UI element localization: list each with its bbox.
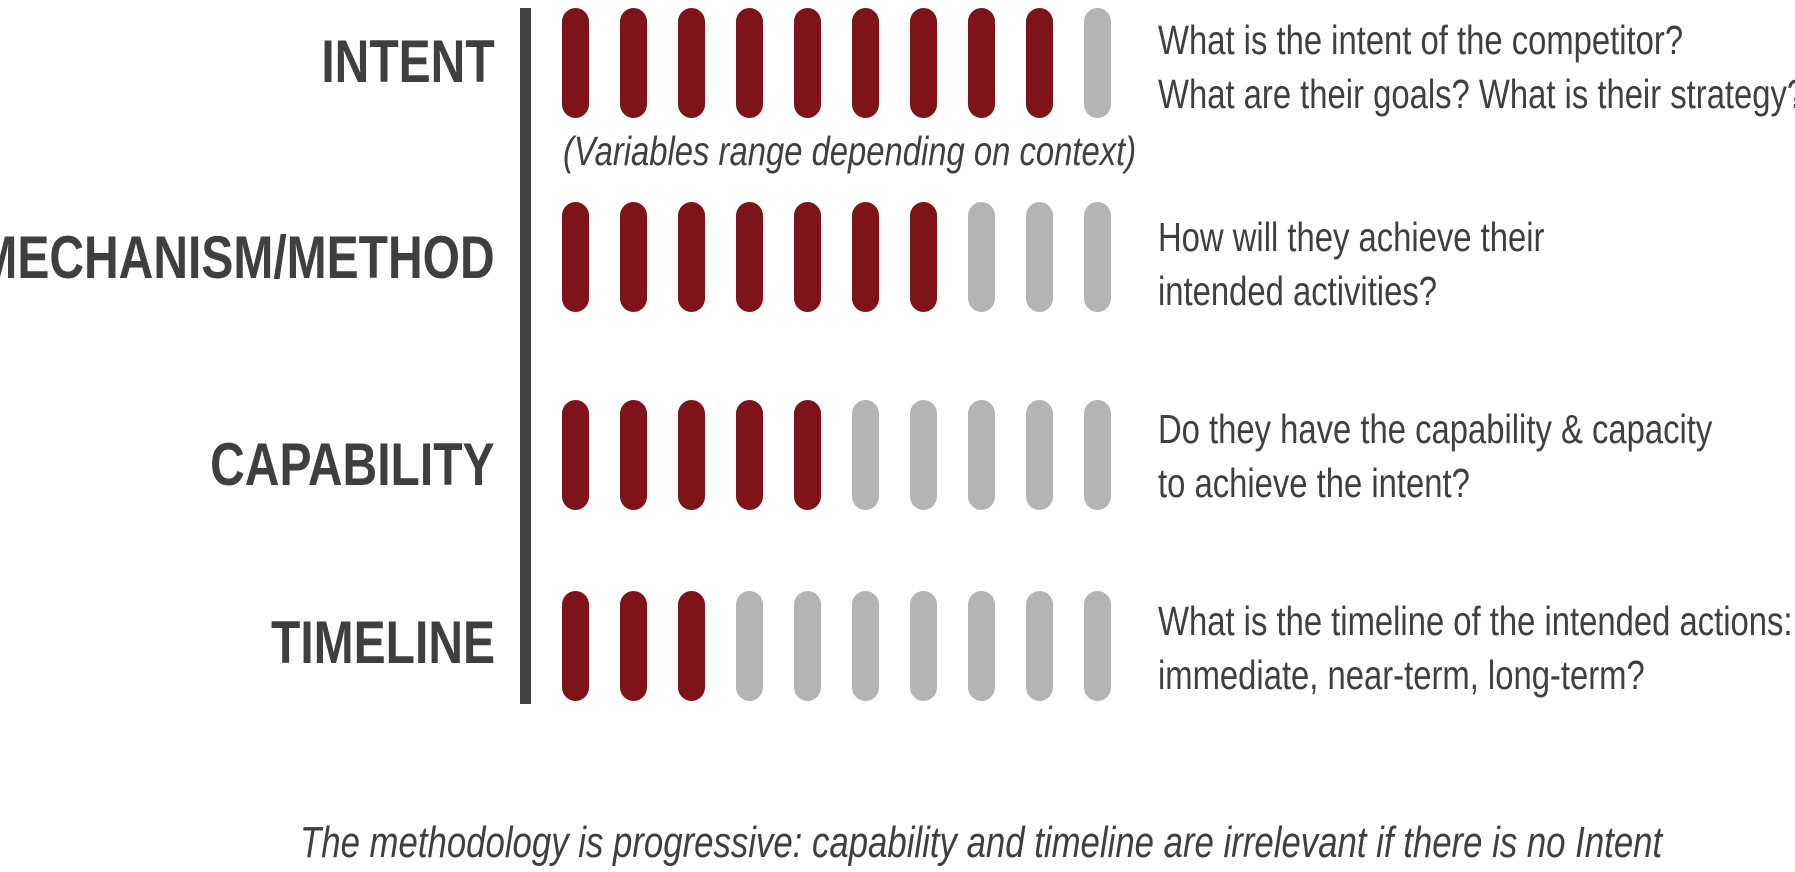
capability-description-line-2: to achieve the intent? xyxy=(1158,460,1470,506)
meter-segment-filled xyxy=(852,202,879,312)
mechanism-method-description-line-2: intended activities? xyxy=(1158,268,1437,314)
meter-segment-empty xyxy=(910,400,937,510)
timeline-description: What is the timeline of the intended act… xyxy=(1158,594,1793,702)
intent-description-line-1: What is the intent of the competitor? xyxy=(1158,17,1684,63)
meter-segment-empty xyxy=(794,591,821,701)
meter-segment-filled xyxy=(562,8,589,118)
timeline-description-line-1: What is the timeline of the intended act… xyxy=(1158,598,1793,644)
meter-segment-filled xyxy=(736,8,763,118)
timeline-meter xyxy=(562,591,1111,701)
meter-segment-filled xyxy=(620,202,647,312)
meter-segment-filled xyxy=(794,400,821,510)
meter-segment-empty xyxy=(1084,400,1111,510)
row-label-intent: INTENT xyxy=(321,28,495,95)
meter-segment-empty xyxy=(1026,400,1053,510)
meter-segment-empty xyxy=(968,202,995,312)
intent-description: What is the intent of the competitor? Wh… xyxy=(1158,13,1795,121)
meter-segment-filled xyxy=(562,591,589,701)
meter-segment-filled xyxy=(794,202,821,312)
meter-segment-filled xyxy=(968,8,995,118)
meter-segment-filled xyxy=(1026,8,1053,118)
meter-segment-empty xyxy=(1026,591,1053,701)
capability-meter xyxy=(562,400,1111,510)
meter-segment-filled xyxy=(678,591,705,701)
context-note: (Variables range depending on context) xyxy=(563,128,1137,174)
mechanism-method-description-line-1: How will they achieve their xyxy=(1158,214,1545,260)
meter-segment-filled xyxy=(620,8,647,118)
meter-segment-empty xyxy=(852,400,879,510)
meter-segment-filled xyxy=(620,400,647,510)
meter-segment-filled xyxy=(678,202,705,312)
meter-segment-filled xyxy=(562,400,589,510)
vertical-divider xyxy=(520,8,531,704)
row-label-timeline: TIMELINE xyxy=(271,609,495,676)
meter-segment-empty xyxy=(910,591,937,701)
meter-segment-filled xyxy=(678,400,705,510)
meter-segment-empty xyxy=(852,591,879,701)
meter-segment-filled xyxy=(910,8,937,118)
meter-segment-filled xyxy=(910,202,937,312)
meter-segment-filled xyxy=(736,400,763,510)
meter-segment-filled xyxy=(620,591,647,701)
meter-segment-empty xyxy=(1026,202,1053,312)
row-label-capability: CAPABILITY xyxy=(210,431,495,498)
meter-segment-empty xyxy=(736,591,763,701)
mechanism-method-meter xyxy=(562,202,1111,312)
meter-segment-empty xyxy=(1084,8,1111,118)
capability-description: Do they have the capability & capacity t… xyxy=(1158,402,1712,510)
row-label-mechanism-method: MECHANISM/METHOD xyxy=(0,224,495,291)
methodology-footer: The methodology is progressive: capabili… xyxy=(300,818,1663,867)
intent-meter xyxy=(562,8,1111,118)
timeline-description-line-2: immediate, near-term, long-term? xyxy=(1158,652,1645,698)
capability-description-line-1: Do they have the capability & capacity xyxy=(1158,406,1713,452)
meter-segment-filled xyxy=(678,8,705,118)
meter-segment-filled xyxy=(794,8,821,118)
meter-segment-empty xyxy=(968,591,995,701)
mechanism-method-description: How will they achieve their intended act… xyxy=(1158,210,1544,318)
meter-segment-filled xyxy=(852,8,879,118)
meter-segment-filled xyxy=(562,202,589,312)
intent-description-line-2: What are their goals? What is their stra… xyxy=(1158,71,1795,117)
meter-segment-empty xyxy=(1084,202,1111,312)
meter-segment-empty xyxy=(968,400,995,510)
meter-segment-empty xyxy=(1084,591,1111,701)
meter-segment-filled xyxy=(736,202,763,312)
